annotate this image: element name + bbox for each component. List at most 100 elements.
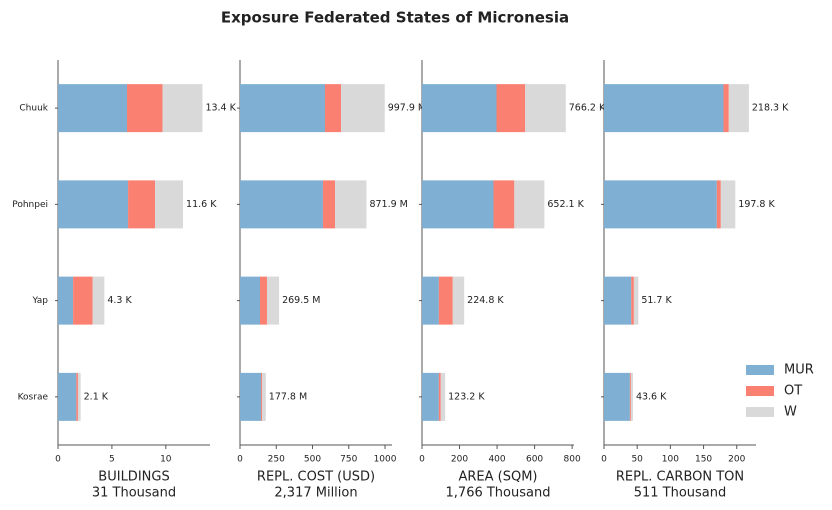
bar-segment — [630, 372, 633, 421]
x-axis-sublabel: 511 Thousand — [634, 486, 727, 501]
total-label: 123.2 K — [448, 391, 485, 402]
bar-segment — [260, 276, 267, 325]
legend-label: OT — [784, 384, 802, 399]
x-tick-label: 150 — [695, 455, 712, 465]
bar-segment — [440, 372, 446, 421]
x-tick-label: 400 — [488, 455, 505, 465]
bar-segment — [324, 84, 342, 133]
total-label: 997.9 M — [388, 103, 426, 114]
total-label: 11.6 K — [186, 199, 217, 210]
x-axis-sublabel: 1,766 Thousand — [446, 486, 551, 501]
x-tick-label: 500 — [304, 455, 321, 465]
legend-label: W — [784, 405, 797, 420]
bar-segment — [266, 276, 280, 325]
total-label: 218.3 K — [752, 103, 789, 114]
bar-segment — [335, 180, 367, 229]
total-label: 224.8 K — [467, 295, 504, 306]
bar-segment — [240, 180, 323, 229]
total-label: 13.4 K — [205, 103, 236, 114]
bar-segment — [604, 180, 717, 229]
total-label: 766.2 K — [569, 103, 606, 114]
y-tick-label: Chuuk — [19, 104, 48, 114]
bar-segment — [604, 372, 630, 421]
total-label: 197.8 K — [738, 199, 775, 210]
x-axis-label: REPL. COST (USD) — [257, 470, 375, 485]
x-tick-label: 0 — [55, 455, 61, 465]
x-axis-label: BUILDINGS — [98, 470, 169, 485]
bar-segment — [126, 84, 163, 133]
bar-segment — [633, 276, 639, 325]
x-tick-label: 200 — [451, 455, 468, 465]
bar-segment — [438, 372, 441, 421]
y-tick-label: Kosrae — [18, 392, 49, 402]
bar-segment — [438, 276, 453, 325]
x-tick-label: 800 — [564, 455, 581, 465]
total-label: 871.9 M — [369, 199, 407, 210]
y-tick-label: Pohnpei — [12, 200, 48, 210]
x-tick-label: 10 — [160, 455, 172, 465]
legend-swatch — [746, 365, 774, 375]
x-axis-label: AREA (SQM) — [458, 470, 537, 485]
bar-segment — [525, 84, 566, 133]
bar-segment — [422, 372, 439, 421]
x-tick-label: 100 — [662, 455, 679, 465]
bar-segment — [58, 84, 127, 133]
total-label: 4.3 K — [107, 295, 132, 306]
bar-segment — [604, 276, 632, 325]
bar-segment — [58, 276, 74, 325]
bar-segment — [77, 372, 81, 421]
bar-segment — [92, 276, 105, 325]
bar-segment — [155, 180, 184, 229]
bar-segment — [514, 180, 545, 229]
bar-segment — [720, 180, 736, 229]
x-tick-label: 250 — [268, 455, 285, 465]
bar-segment — [261, 372, 263, 421]
legend-swatch — [746, 407, 774, 417]
bar-segment — [58, 180, 129, 229]
total-label: 177.8 M — [269, 391, 307, 402]
bar-segment — [604, 84, 724, 133]
bar-segment — [629, 372, 631, 421]
bar-segment — [341, 84, 385, 133]
total-label: 652.1 K — [547, 199, 584, 210]
x-axis-sublabel: 31 Thousand — [92, 486, 176, 501]
x-tick-label: 50 — [631, 455, 643, 465]
x-axis-label: REPL. CARBON TON — [616, 470, 744, 485]
x-axis-sublabel: 2,317 Million — [274, 486, 357, 501]
bar-segment — [728, 84, 749, 133]
chart-title: Exposure Federated States of Micronesia — [221, 9, 569, 27]
legend-label: MUR — [784, 363, 814, 378]
bar-segment — [493, 180, 515, 229]
x-tick-label: 750 — [340, 455, 357, 465]
bar-segment — [452, 276, 465, 325]
bar-segment — [128, 180, 156, 229]
bar-segment — [422, 180, 494, 229]
bar-segment — [716, 180, 721, 229]
bar-segment — [322, 180, 335, 229]
total-label: 2.1 K — [84, 391, 109, 402]
legend-swatch — [746, 386, 774, 396]
y-tick-label: Yap — [32, 296, 49, 306]
bar-segment — [58, 372, 77, 421]
x-tick-label: 0 — [237, 455, 243, 465]
x-tick-label: 0 — [419, 455, 425, 465]
bar-segment — [496, 84, 526, 133]
x-tick-label: 1000 — [374, 455, 397, 465]
bar-segment — [422, 276, 439, 325]
x-tick-label: 200 — [728, 455, 745, 465]
x-tick-label: 600 — [526, 455, 543, 465]
bar-segment — [76, 372, 78, 421]
bar-segment — [723, 84, 729, 133]
x-tick-label: 0 — [601, 455, 607, 465]
bar-segment — [262, 372, 266, 421]
total-label: 269.5 M — [282, 295, 320, 306]
total-label: 43.6 K — [636, 391, 667, 402]
bar-segment — [240, 84, 325, 133]
bar-segment — [422, 84, 497, 133]
bar-segment — [631, 276, 634, 325]
total-label: 51.7 K — [641, 295, 672, 306]
x-tick-label: 5 — [109, 455, 115, 465]
bar-segment — [73, 276, 93, 325]
bar-segment — [240, 276, 261, 325]
